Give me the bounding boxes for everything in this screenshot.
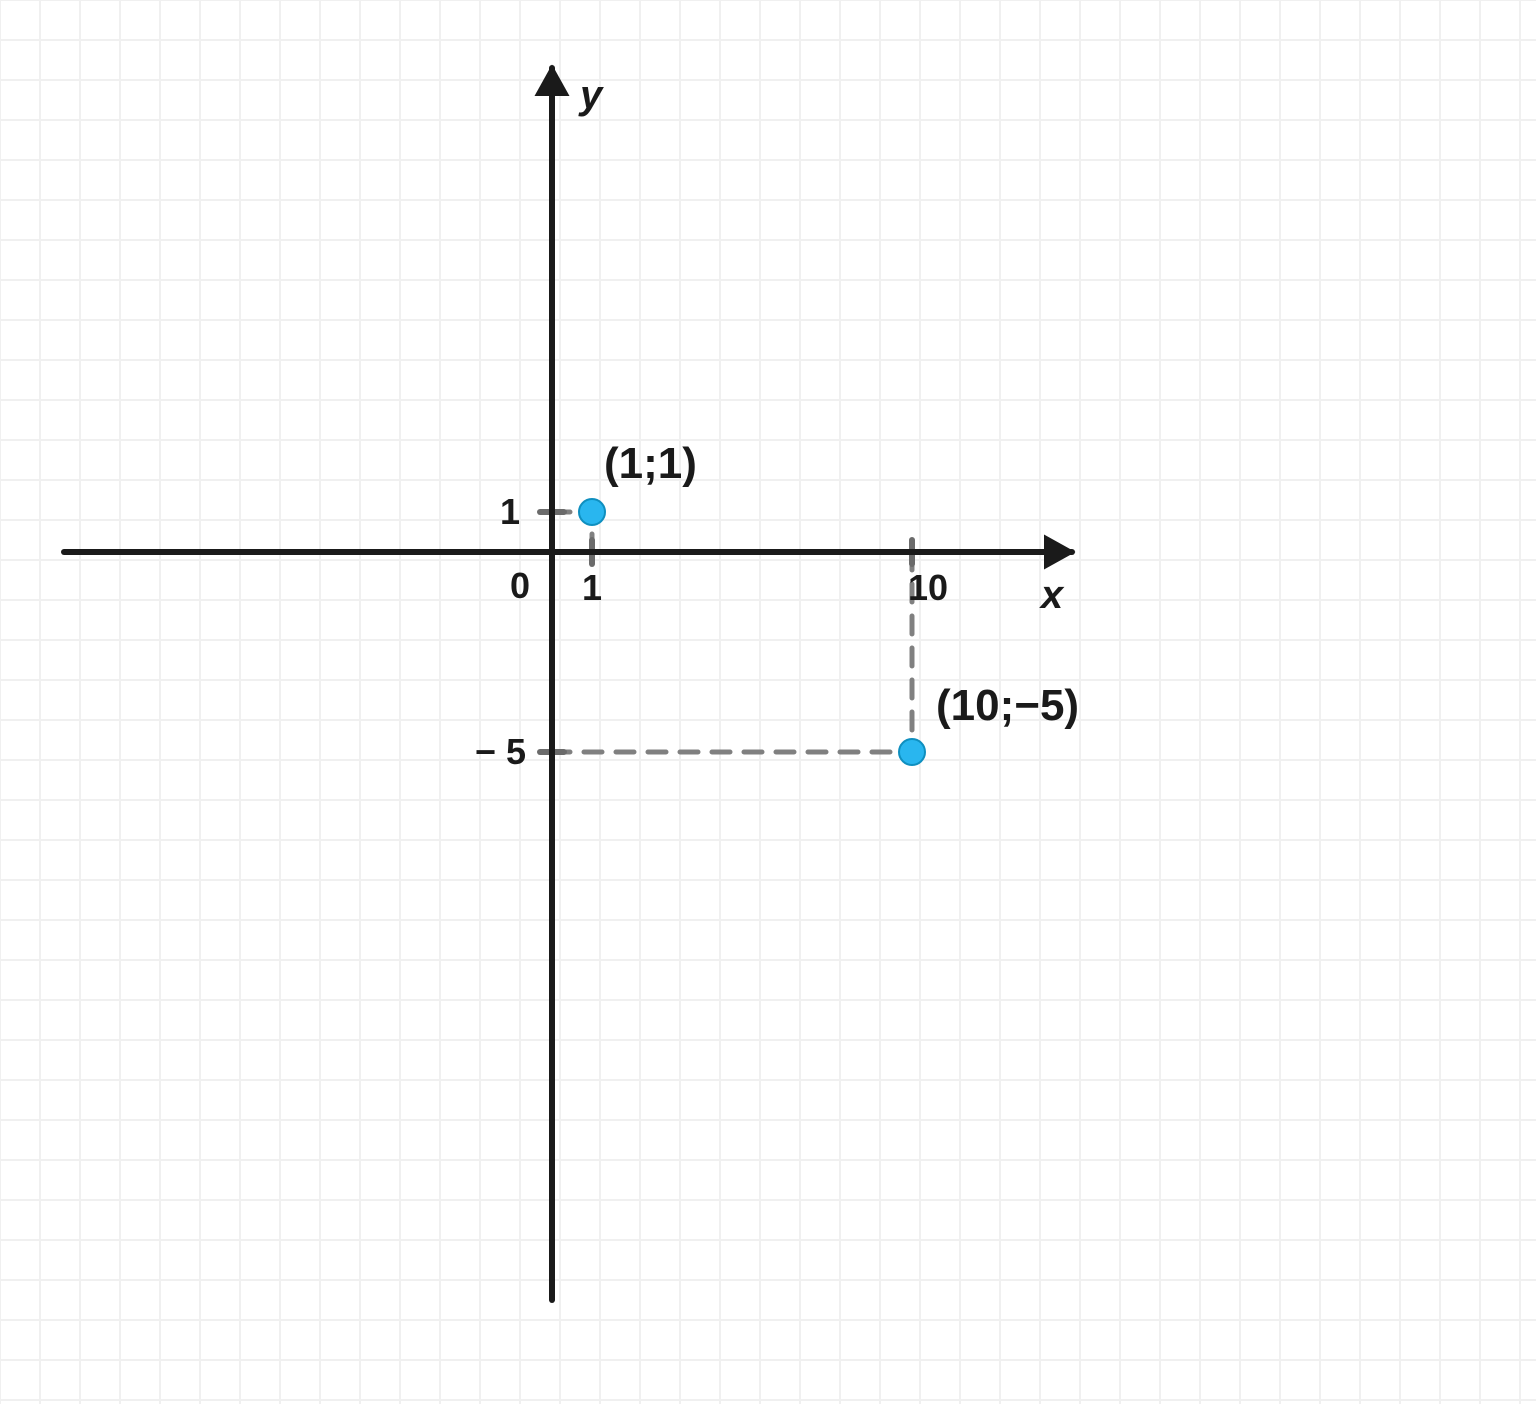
coordinate-plot: y x 0 1 − 5 1 10 (1;1) (10;−5) [0, 0, 1536, 1404]
x-tick-label: 1 [582, 567, 602, 608]
origin-label: 0 [510, 565, 530, 606]
point-label: (1;1) [604, 439, 697, 488]
y-axis-label: y [578, 73, 604, 117]
y-tick-label: − 5 [475, 731, 526, 772]
data-point [899, 739, 925, 765]
chart-background [0, 0, 1536, 1404]
x-axis-label: x [1039, 573, 1065, 617]
x-tick-label: 10 [908, 567, 948, 608]
y-tick-label: 1 [500, 491, 520, 532]
point-label: (10;−5) [936, 681, 1079, 730]
data-point [579, 499, 605, 525]
